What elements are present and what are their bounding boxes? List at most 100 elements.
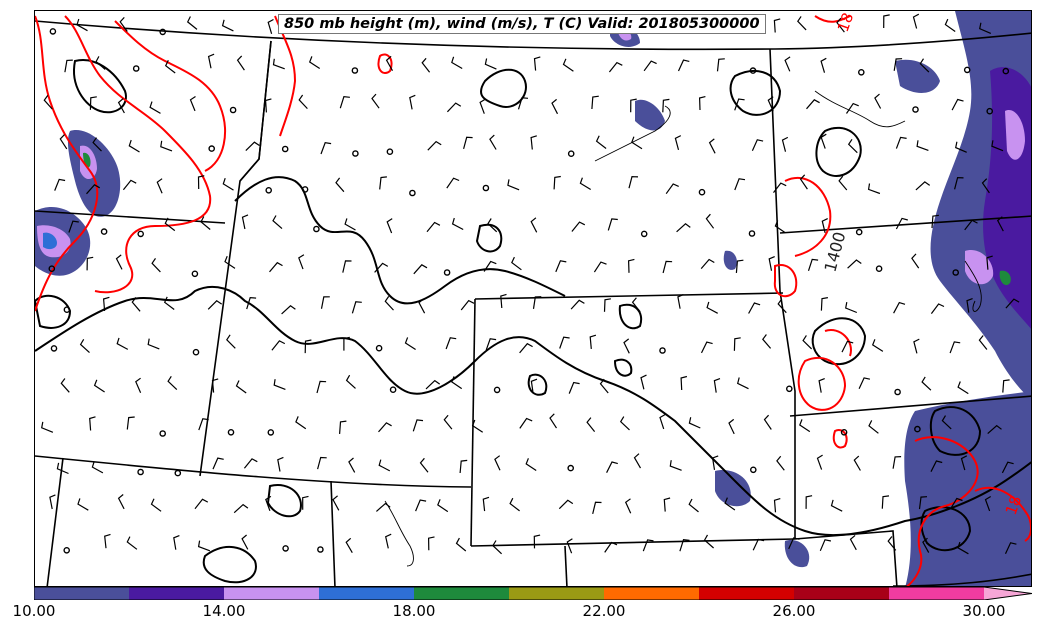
wind-barb [198, 418, 209, 431]
wind-barb [371, 93, 380, 109]
wind-barb [559, 336, 570, 349]
boundary-colorado-south [470, 538, 796, 547]
wind-barb [298, 254, 305, 270]
calm-wind-marker [914, 425, 921, 433]
wind-barb [197, 175, 205, 190]
wind-barb [308, 56, 321, 70]
height-contour-small-1 [613, 358, 633, 377]
wind-barb [930, 303, 945, 314]
wind-barb [302, 495, 309, 510]
wind-barb [409, 94, 416, 110]
wind-barb [887, 536, 897, 551]
calm-wind-marker [748, 230, 756, 237]
temp-contour-east-1 [784, 176, 832, 257]
calm-wind-marker [49, 28, 57, 35]
wind-barb [236, 55, 245, 71]
boundary-north-1 [199, 40, 272, 477]
wind-barb [485, 338, 497, 351]
height-contour-main [35, 285, 1031, 537]
wind-barb [241, 214, 249, 230]
wind-barb [797, 16, 807, 31]
wind-barb [426, 221, 441, 233]
wind-barb [911, 253, 920, 269]
calm-wind-marker [159, 28, 166, 36]
wind-barb [533, 534, 541, 549]
wind-barb [724, 497, 736, 511]
wind-barb [189, 95, 196, 112]
wind-barb [267, 18, 274, 34]
wind-barb [631, 297, 641, 313]
colorbar-segment [319, 587, 414, 600]
calm-wind-marker [375, 344, 383, 352]
wind-barb [86, 256, 94, 271]
wind-barb [167, 375, 178, 391]
calm-wind-marker [386, 148, 394, 155]
wind-barb [487, 218, 498, 233]
river-se [964, 260, 982, 312]
wind-barb [460, 299, 475, 311]
wind-barb [102, 296, 110, 312]
wind-barb [482, 496, 490, 512]
shading-east-band-light2 [965, 250, 994, 285]
wind-barb [773, 498, 781, 513]
calm-wind-marker [875, 265, 883, 273]
wind-barb [59, 134, 68, 150]
wind-barb [437, 499, 449, 513]
wind-barb [830, 499, 843, 512]
wind-barb [344, 218, 356, 231]
wind-barb [489, 134, 497, 150]
wind-barb [892, 456, 902, 469]
wind-barb [455, 537, 467, 552]
wind-barb [273, 379, 286, 390]
calm-wind-marker [48, 265, 56, 273]
wind-barb [853, 455, 861, 471]
wind-barb [768, 256, 775, 271]
wind-barb [915, 181, 931, 191]
wind-barb [549, 413, 558, 429]
wind-barb [821, 218, 828, 233]
boundary-bottom-curve [892, 573, 1031, 586]
wind-barb [1002, 379, 1010, 393]
calm-wind-marker [63, 547, 71, 554]
wind-barb [820, 57, 827, 73]
wind-barb [451, 56, 463, 70]
wind-barb [799, 174, 808, 190]
shading-center-north [635, 99, 665, 131]
height-contour-west-1 [35, 294, 72, 329]
wind-barb [235, 380, 247, 394]
wind-barb [492, 540, 503, 555]
wind-barb [608, 61, 623, 73]
temp-contour-se-3 [974, 486, 1031, 542]
wind-barb [773, 18, 781, 33]
wind-barb [871, 339, 884, 352]
wind-barb [163, 296, 175, 310]
wind-barb [379, 176, 387, 190]
boundary-east-horizontal-1 [779, 215, 1031, 234]
temp-contour-label-top: 18 [834, 11, 857, 34]
wind-barb [269, 261, 283, 273]
wind-barb [858, 377, 871, 390]
wind-barb [241, 534, 249, 550]
temp-contour-west-2 [64, 15, 212, 294]
wind-barb [868, 420, 879, 434]
wind-barb [816, 454, 823, 470]
wind-barb [781, 136, 789, 152]
wind-barb [767, 96, 774, 112]
calm-wind-marker [352, 150, 359, 157]
shading-northeast-patch [895, 59, 940, 93]
map-panel: 1400 18 18 [34, 10, 1032, 587]
wind-barb [43, 95, 53, 110]
wind-barb [427, 140, 442, 151]
shading-south-patch [715, 470, 751, 507]
wind-barb [589, 334, 597, 349]
colorbar-segment [34, 587, 129, 600]
wind-barb [728, 418, 735, 435]
wind-barb [281, 305, 296, 315]
wind-barbs [41, 13, 1020, 555]
wind-barb [922, 537, 930, 553]
wind-barb [643, 60, 657, 72]
wind-barb [774, 220, 786, 234]
map-title: 850 mb height (m), wind (m/s), T (C) Val… [278, 14, 766, 34]
height-contour-small-3 [527, 373, 548, 396]
calm-wind-marker [443, 269, 451, 276]
